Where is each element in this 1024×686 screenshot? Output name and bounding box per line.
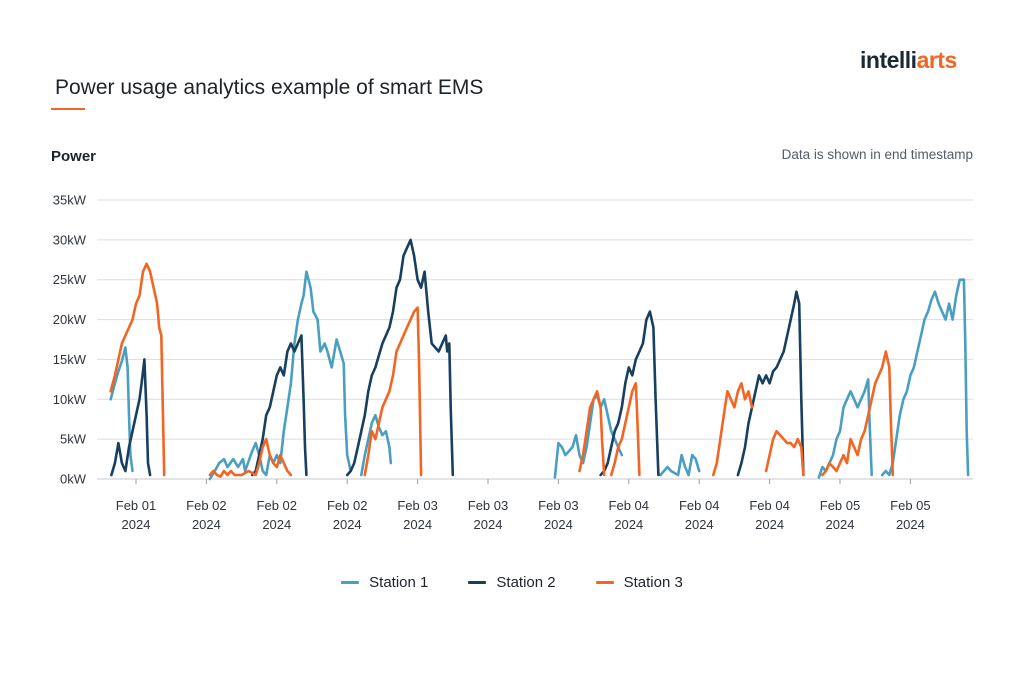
series-line-segment (736, 290, 805, 477)
x-tick-date: Feb 03 (468, 498, 508, 513)
y-tick-label: 25kW (53, 272, 87, 287)
y-tick-label: 10kW (53, 392, 87, 407)
series-line-segment (359, 413, 393, 477)
series-line-segment (817, 378, 874, 479)
legend-label-station-3: Station 3 (623, 574, 683, 591)
legend-label-station-2: Station 2 (496, 574, 556, 591)
series-line-segment (345, 238, 455, 477)
series-station-3 (109, 262, 895, 478)
x-tick-date: Feb 03 (397, 498, 437, 513)
brand-logo: intelliarts (860, 47, 957, 74)
series-line-segment (821, 350, 895, 477)
y-tick-label: 5kW (60, 432, 87, 447)
legend-swatch-station-2 (468, 581, 487, 584)
x-tick-year: 2024 (262, 517, 291, 532)
x-tick-year: 2024 (826, 517, 855, 532)
chart-title: Power usage analytics example of smart E… (55, 76, 484, 99)
series-line-segment (208, 270, 353, 481)
legend-item-station-1[interactable]: Station 1 (341, 574, 428, 591)
y-tick-label: 15kW (53, 352, 87, 367)
x-tick-date: Feb 04 (749, 498, 789, 513)
x-tick-year: 2024 (755, 517, 784, 532)
series-line-segment (553, 393, 624, 479)
y-tick-label: 20kW (53, 312, 87, 327)
series-line-segment (659, 453, 701, 477)
series-line-segment (110, 358, 152, 477)
y-tick-label: 35kW (53, 193, 87, 208)
x-tick-year: 2024 (544, 517, 573, 532)
x-tick-date: Feb 05 (820, 498, 860, 513)
y-tick-labels: 0kW 5kW 10kW 15kW 20kW 25kW 30kW 35kW (53, 193, 87, 487)
title-underline (51, 108, 85, 110)
x-tick-year: 2024 (614, 517, 643, 532)
series-line-segment (609, 381, 641, 477)
series-line-segment (764, 429, 805, 477)
grid-layer (97, 199, 973, 480)
y-tick-label: 30kW (53, 232, 87, 247)
series-line-segment (109, 262, 166, 477)
x-tick-date: Feb 01 (116, 498, 156, 513)
x-tick-year: 2024 (333, 517, 362, 532)
x-tick-year: 2024 (192, 517, 221, 532)
x-tick-date: Feb 02 (186, 498, 226, 513)
series-line-segment (880, 278, 970, 477)
y-tick-label: 0kW (60, 472, 87, 487)
timestamp-note: Data is shown in end timestamp (781, 147, 973, 162)
logo-part-1: intelli (860, 47, 917, 73)
series-lines (109, 238, 970, 481)
legend-swatch-station-3 (595, 581, 614, 584)
legend-item-station-2[interactable]: Station 2 (468, 574, 556, 591)
x-tick-year: 2024 (122, 517, 151, 532)
x-tick-labels: Feb 01 2024 Feb 02 2024 Feb 02 2024 Feb 02 2024… (116, 479, 931, 532)
x-tick-date: Feb 05 (890, 498, 930, 513)
x-tick-date: Feb 04 (679, 498, 719, 513)
series-line-segment (363, 306, 423, 477)
x-tick-year: 2024 (685, 517, 714, 532)
legend-label-station-1: Station 1 (369, 574, 429, 591)
x-tick-date: Feb 02 (327, 498, 367, 513)
series-line-segment (250, 334, 308, 477)
series-line-segment (208, 437, 293, 478)
series-line-segment (599, 310, 660, 477)
series-station-2 (110, 238, 805, 477)
x-tick-year: 2024 (474, 517, 503, 532)
y-axis-label: Power (51, 148, 97, 165)
logo-part-2: arts (916, 47, 958, 73)
x-tick-date: Feb 02 (257, 498, 297, 513)
x-tick-year: 2024 (896, 517, 925, 532)
series-station-1 (109, 270, 970, 481)
legend: Station 1 Station 2 Station 3 (0, 574, 1024, 591)
legend-swatch-station-1 (341, 581, 360, 584)
x-tick-year: 2024 (403, 517, 432, 532)
series-line-segment (711, 381, 754, 477)
x-tick-date: Feb 04 (609, 498, 649, 513)
x-tick-date: Feb 03 (538, 498, 578, 513)
legend-item-station-3[interactable]: Station 3 (595, 574, 683, 591)
series-line-segment (578, 389, 606, 477)
